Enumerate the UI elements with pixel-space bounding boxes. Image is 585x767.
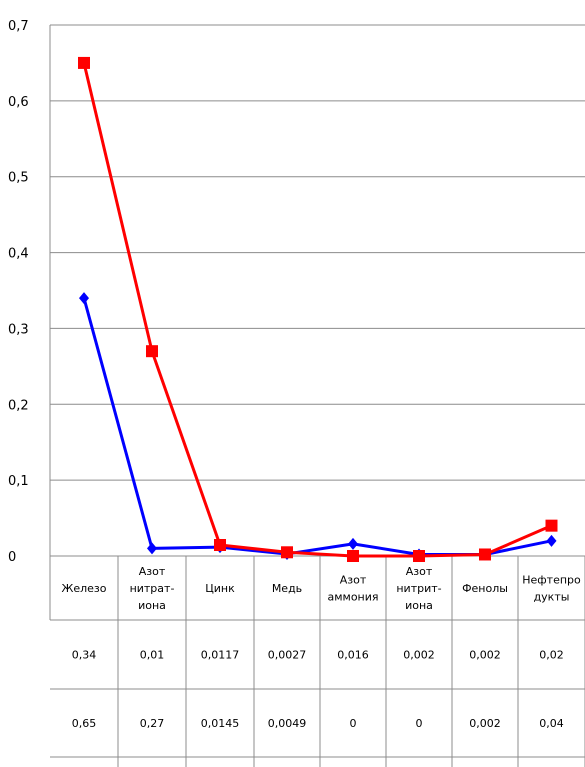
data-table-cell: 0 <box>416 717 423 730</box>
category-label-line: Цинк <box>205 582 235 595</box>
data-table-cell: 0 <box>350 717 357 730</box>
category-label: Цинк <box>205 582 235 595</box>
data-table-cell: 0,27 <box>140 717 165 730</box>
category-label-line: нитрат- <box>130 582 175 595</box>
category-label-line: Медь <box>272 582 302 595</box>
data-table-cell: 0,0145 <box>201 717 240 730</box>
category-label-line: нитрит- <box>396 582 441 595</box>
data-table-cell: 0,01 <box>140 649 165 662</box>
y-tick-label: 0,3 <box>8 322 29 337</box>
series-group <box>78 56 558 562</box>
y-axis-ticks: 0 0,1 0,2 0,3 0,4 0,5 0,6 0,7 <box>8 19 29 565</box>
category-label-line: Железо <box>62 582 107 595</box>
data-point <box>546 534 557 547</box>
data-table-cell: 0,65 <box>72 717 97 730</box>
y-tick-label: 0,2 <box>8 398 29 413</box>
data-point <box>214 539 226 552</box>
y-tick-label: 0,1 <box>8 474 29 489</box>
category-label-line: аммония <box>327 591 378 604</box>
data-point <box>146 345 158 358</box>
data-table-cell: 0,002 <box>403 649 435 662</box>
category-label: Азот нитрат-иона <box>130 565 175 612</box>
series-line <box>82 62 553 558</box>
category-label-line: Нефтепро <box>522 574 581 587</box>
category-label: Железо <box>62 582 107 595</box>
y-tick-label: 0 <box>8 550 16 565</box>
data-point <box>348 537 358 550</box>
data-point <box>479 548 491 561</box>
data-table-cell: 0,016 <box>337 649 369 662</box>
category-label: Азот аммония <box>327 574 378 604</box>
data-table: Железо Азот нитрат-иона Цинк Медь Азот аммония… <box>49 556 585 767</box>
series-line <box>82 297 552 556</box>
data-table-cell: 0,0117 <box>201 649 240 662</box>
data-table-cell: 0,04 <box>539 717 564 730</box>
data-point <box>78 56 90 69</box>
category-label-line: Фенолы <box>462 582 508 595</box>
category-label: Азот нитрит-иона <box>396 565 441 612</box>
data-table-cell: 0,0027 <box>268 649 307 662</box>
data-point <box>79 292 89 305</box>
category-label: Медь <box>272 582 302 595</box>
data-point <box>545 519 558 532</box>
category-label-line: дукты <box>534 591 570 604</box>
y-tick-label: 0,5 <box>8 171 29 186</box>
category-label-line: Азот <box>139 565 166 578</box>
data-table-cell: 0,0049 <box>268 717 307 730</box>
gridlines <box>49 24 585 557</box>
category-label-line: Азот <box>406 565 433 578</box>
data-table-cell: 0,34 <box>72 649 97 662</box>
data-table-cell: 0,02 <box>539 649 564 662</box>
category-label-line: Азот <box>340 574 367 587</box>
data-table-cell: 0,002 <box>469 717 501 730</box>
data-table-cell: 0,002 <box>469 649 501 662</box>
y-tick-label: 0,4 <box>8 247 29 262</box>
y-tick-label: 0,6 <box>8 95 29 110</box>
category-label: Нефтепро дукты <box>522 574 581 604</box>
data-point <box>413 550 425 562</box>
data-point <box>281 546 293 559</box>
data-point <box>147 542 157 555</box>
data-point <box>347 550 359 562</box>
y-tick-label: 0,7 <box>8 19 29 34</box>
category-label-line: иона <box>138 599 166 612</box>
category-label-line: иона <box>405 599 433 612</box>
category-label: Фенолы <box>462 582 508 595</box>
